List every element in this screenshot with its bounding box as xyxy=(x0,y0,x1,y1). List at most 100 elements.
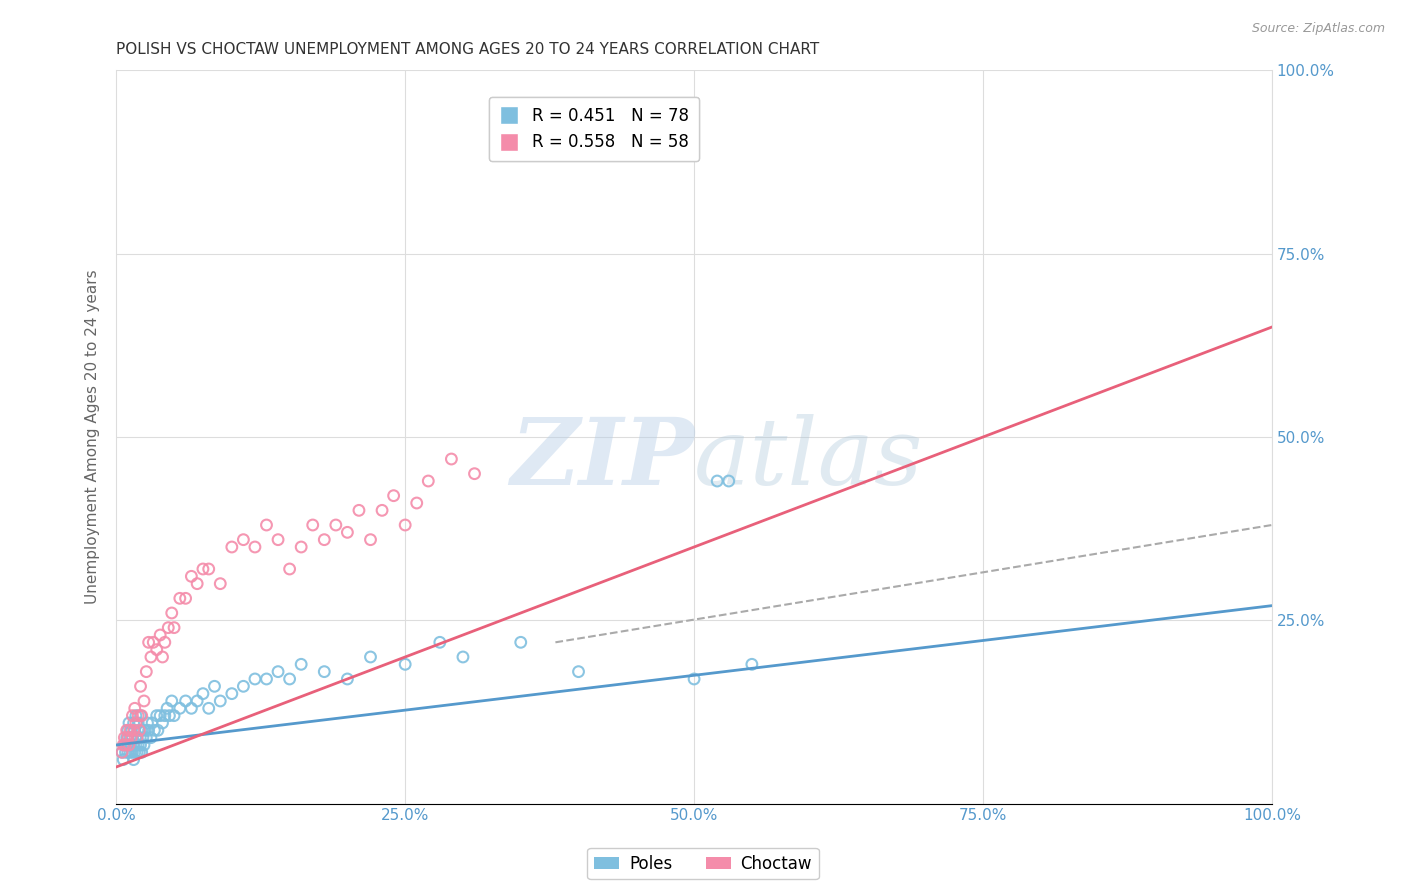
Point xyxy=(118,738,141,752)
Point xyxy=(128,723,150,738)
Point xyxy=(509,635,531,649)
Point xyxy=(117,745,139,759)
Point xyxy=(405,496,427,510)
Point xyxy=(125,745,148,759)
Point xyxy=(567,665,589,679)
Point xyxy=(360,650,382,665)
Point xyxy=(131,708,153,723)
Point xyxy=(174,694,197,708)
Point xyxy=(152,650,174,665)
Point xyxy=(741,657,763,672)
Point xyxy=(128,723,150,738)
Legend: R = 0.451   N = 78, R = 0.558   N = 58: R = 0.451 N = 78, R = 0.558 N = 58 xyxy=(489,97,699,161)
Point xyxy=(221,540,243,554)
Point xyxy=(132,694,155,708)
Point xyxy=(347,503,370,517)
Point xyxy=(1087,49,1109,63)
Y-axis label: Unemployment Among Ages 20 to 24 years: Unemployment Among Ages 20 to 24 years xyxy=(86,269,100,605)
Point xyxy=(121,745,143,759)
Point xyxy=(120,723,142,738)
Point xyxy=(117,731,139,745)
Point xyxy=(301,518,323,533)
Point xyxy=(290,540,312,554)
Point xyxy=(131,723,153,738)
Point xyxy=(169,591,191,606)
Point xyxy=(132,738,155,752)
Point xyxy=(336,525,359,540)
Point xyxy=(160,606,183,620)
Point xyxy=(159,708,181,723)
Point xyxy=(129,738,152,752)
Point xyxy=(125,738,148,752)
Point xyxy=(371,503,394,517)
Point xyxy=(112,731,135,745)
Point xyxy=(112,753,135,767)
Point xyxy=(156,701,179,715)
Point xyxy=(243,540,266,554)
Point xyxy=(186,576,208,591)
Point xyxy=(314,533,336,547)
Point xyxy=(314,665,336,679)
Point xyxy=(160,694,183,708)
Point xyxy=(209,694,232,708)
Point xyxy=(125,731,148,745)
Point xyxy=(418,474,440,488)
Point xyxy=(429,635,451,649)
Point xyxy=(115,723,138,738)
Point xyxy=(191,562,214,576)
Point xyxy=(135,731,157,745)
Point xyxy=(122,753,145,767)
Point xyxy=(120,745,142,759)
Point xyxy=(186,694,208,708)
Point xyxy=(163,708,186,723)
Point xyxy=(112,738,135,752)
Point xyxy=(139,731,162,745)
Point xyxy=(114,738,136,752)
Point xyxy=(138,635,160,649)
Point xyxy=(115,731,138,745)
Point xyxy=(127,716,149,731)
Point xyxy=(278,672,301,686)
Point xyxy=(180,701,202,715)
Text: atlas: atlas xyxy=(695,414,924,504)
Point xyxy=(112,738,135,752)
Point xyxy=(124,723,146,738)
Point xyxy=(683,672,706,686)
Point xyxy=(117,738,139,752)
Point xyxy=(278,562,301,576)
Point xyxy=(131,745,153,759)
Point xyxy=(360,533,382,547)
Point xyxy=(124,745,146,759)
Point xyxy=(191,687,214,701)
Point xyxy=(117,723,139,738)
Point xyxy=(394,657,416,672)
Point xyxy=(127,708,149,723)
Point xyxy=(451,650,474,665)
Point xyxy=(122,716,145,731)
Point xyxy=(232,679,254,693)
Point xyxy=(382,489,405,503)
Point xyxy=(134,723,156,738)
Point xyxy=(197,562,219,576)
Point xyxy=(145,708,167,723)
Point xyxy=(121,731,143,745)
Point xyxy=(141,716,163,731)
Point xyxy=(122,738,145,752)
Text: ZIP: ZIP xyxy=(510,414,695,504)
Point xyxy=(440,452,463,467)
Point xyxy=(256,672,278,686)
Point xyxy=(138,723,160,738)
Point xyxy=(142,635,165,649)
Point xyxy=(139,650,162,665)
Point xyxy=(120,731,142,745)
Point xyxy=(136,716,159,731)
Text: Source: ZipAtlas.com: Source: ZipAtlas.com xyxy=(1251,22,1385,36)
Point xyxy=(118,716,141,731)
Point xyxy=(145,642,167,657)
Point xyxy=(706,474,728,488)
Point xyxy=(169,701,191,715)
Point xyxy=(157,621,180,635)
Point xyxy=(143,723,166,738)
Point xyxy=(267,533,290,547)
Point xyxy=(267,665,290,679)
